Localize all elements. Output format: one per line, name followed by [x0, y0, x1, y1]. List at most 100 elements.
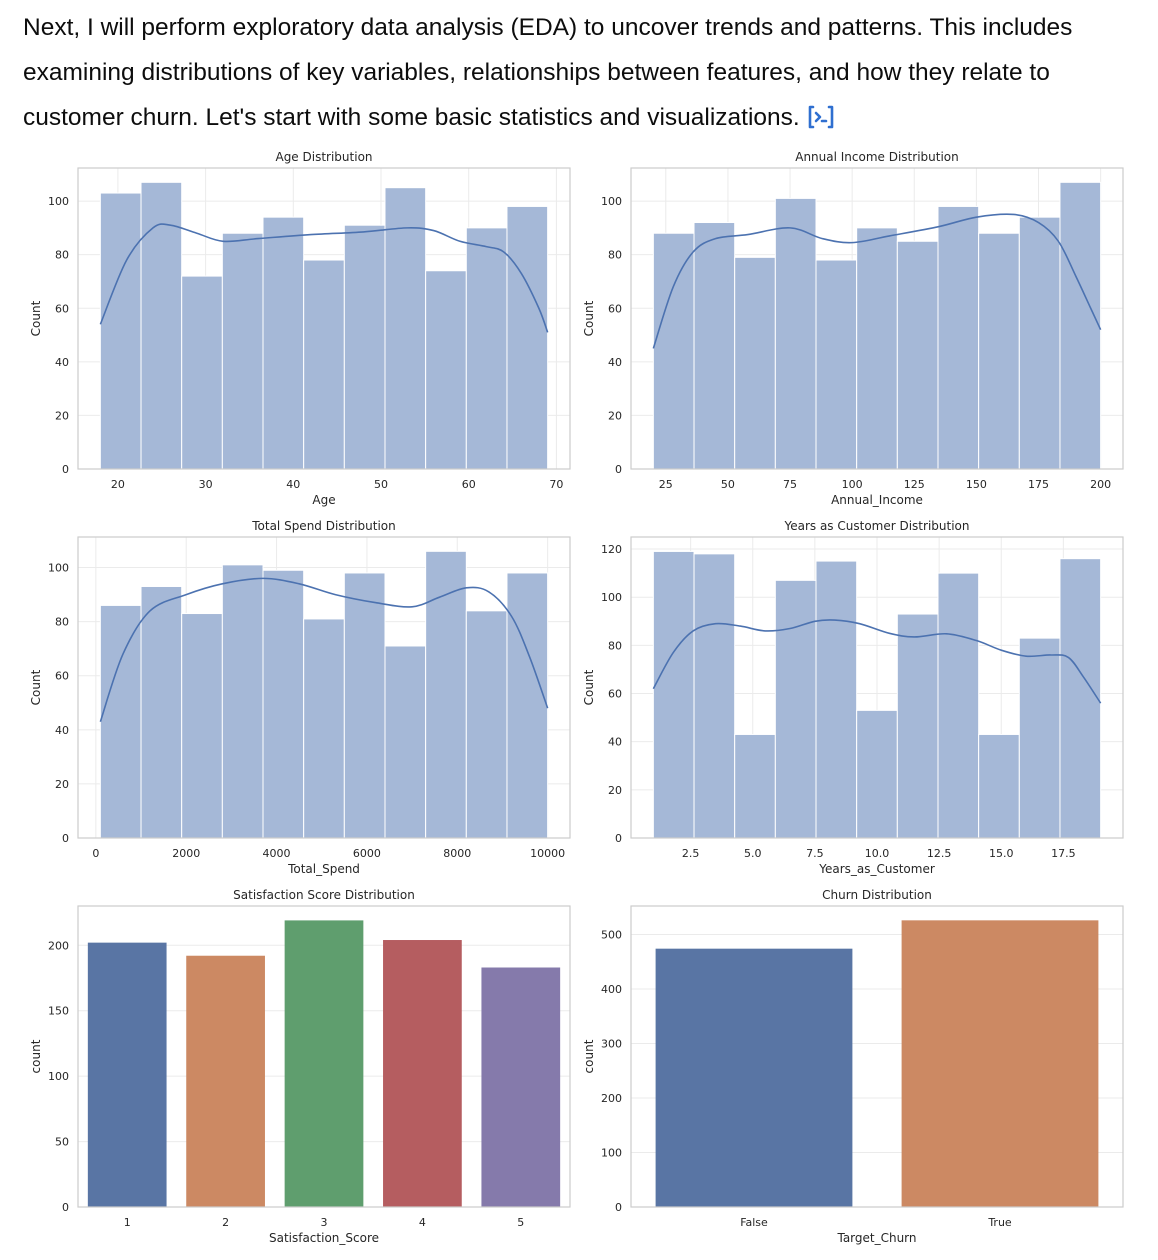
histogram-bar [896, 240, 939, 470]
x-tick-label: 0 [92, 847, 99, 860]
count-bar [901, 920, 1099, 1207]
x-tick-label: 25 [659, 478, 673, 491]
histogram-bar [343, 572, 386, 839]
y-tick-label: 0 [615, 463, 622, 476]
x-tick-label: 70 [549, 478, 563, 491]
histogram-bar [384, 187, 427, 470]
x-tick-label: 10.0 [865, 847, 890, 860]
histogram-bar [896, 613, 939, 839]
histogram-bar [815, 560, 858, 839]
x-tick-label: 7.5 [806, 847, 824, 860]
chart-satisfaction-score-distribution: 0 50 100 150 200 1 2 3 4 5 Satisfaction Score Dist… [20, 886, 580, 1251]
x-tick-label: 150 [966, 478, 987, 491]
assistant-message: Next, I will perform exploratory data an… [23, 5, 1143, 144]
x-axis-label: Years_as_Customer [818, 862, 935, 876]
y-tick-label: 400 [601, 983, 622, 996]
message-text: Next, I will perform exploratory data an… [23, 14, 1073, 131]
plot-frame [77, 905, 571, 1208]
histogram-bar [425, 270, 467, 470]
plot-frame [630, 536, 1124, 839]
y-tick-label: 20 [608, 784, 622, 797]
plot-frame [630, 167, 1124, 470]
y-tick-label: 500 [601, 929, 622, 942]
count-bar [284, 920, 364, 1207]
histogram-bar [303, 259, 345, 470]
x-tick-label: 12.5 [927, 847, 952, 860]
x-axis-label: Total_Spend [287, 862, 360, 876]
histogram-bar [181, 275, 223, 470]
histogram-bar [262, 569, 305, 839]
y-axis-label: Count [29, 300, 43, 336]
chart-title: Churn Distribution [822, 888, 932, 902]
x-tick-label: 17.5 [1051, 847, 1076, 860]
x-tick-label: 30 [199, 478, 213, 491]
x-tick-label: 75 [783, 478, 797, 491]
histogram-bar [99, 604, 142, 839]
histogram-bar [465, 610, 508, 839]
x-axis-label: Satisfaction_Score [269, 1231, 379, 1245]
x-tick-label: 4000 [263, 847, 291, 860]
y-tick-label: 0 [62, 463, 69, 476]
histogram-bar [1018, 216, 1061, 470]
histogram-bar [303, 618, 345, 839]
y-tick-label: 80 [55, 616, 69, 629]
y-tick-label: 200 [48, 939, 69, 952]
chart-churn-distribution: 0 100 200 300 400 500 False True Churn Distribut… [573, 886, 1133, 1251]
x-tick-label: 100 [842, 478, 863, 491]
y-tick-label: 120 [601, 543, 622, 556]
x-tick-label: 8000 [443, 847, 471, 860]
y-tick-label: 80 [608, 249, 622, 262]
count-bar [481, 967, 561, 1207]
histogram-bar [937, 205, 980, 470]
histogram-bar [506, 572, 549, 839]
y-tick-label: 60 [608, 302, 622, 315]
chart-years-as-customer-distribution: 0 20 40 60 80 100 120 2.5 5.0 7.5 10.0 12.5 15.0 17.5… [573, 517, 1133, 882]
count-bar [186, 955, 265, 1207]
y-tick-label: 0 [62, 1201, 69, 1214]
x-tick-label: 40 [286, 478, 300, 491]
y-tick-label: 60 [608, 688, 622, 701]
y-tick-label: 100 [601, 591, 622, 604]
kde-line [652, 619, 1102, 704]
y-tick-label: 20 [55, 409, 69, 422]
histogram-bar [343, 224, 386, 470]
histogram-bar [693, 553, 736, 839]
plot-frame [77, 167, 571, 470]
count-bar [383, 940, 462, 1207]
histogram-bar [856, 227, 898, 470]
histogram-bar [506, 205, 549, 470]
x-tick-label: 20 [111, 478, 125, 491]
x-tick-label: 5 [517, 1216, 524, 1229]
plot-frame [77, 536, 571, 839]
chart-title: Satisfaction Score Distribution [233, 888, 415, 902]
x-tick-label: 4 [419, 1216, 426, 1229]
y-tick-label: 40 [55, 724, 69, 737]
y-axis-label: Count [582, 669, 596, 705]
histogram-bar [181, 613, 223, 839]
y-tick-label: 100 [48, 1070, 69, 1083]
kde-line [99, 577, 549, 722]
histogram-bar [937, 572, 980, 839]
histogram-bar [978, 733, 1020, 839]
histogram-bar [652, 232, 695, 470]
y-tick-label: 100 [601, 1147, 622, 1160]
code-interpreter-icon[interactable] [806, 99, 836, 144]
y-axis-label: count [29, 1039, 43, 1073]
histogram-bar [815, 259, 858, 470]
histogram-bar [140, 181, 183, 470]
y-tick-label: 80 [55, 249, 69, 262]
x-tick-label: 50 [721, 478, 735, 491]
count-bar [87, 942, 167, 1207]
y-tick-label: 300 [601, 1038, 622, 1051]
x-tick-label: 200 [1090, 478, 1111, 491]
y-tick-label: 0 [62, 832, 69, 845]
y-axis-label: Count [29, 669, 43, 705]
y-tick-label: 20 [608, 409, 622, 422]
histogram-bar [978, 232, 1020, 470]
histogram-bar [652, 550, 695, 839]
y-tick-label: 20 [55, 778, 69, 791]
chart-title: Total Spend Distribution [251, 519, 396, 533]
x-tick-label: 175 [1028, 478, 1049, 491]
histogram-bar [774, 579, 817, 839]
histogram-bar [1059, 558, 1102, 839]
